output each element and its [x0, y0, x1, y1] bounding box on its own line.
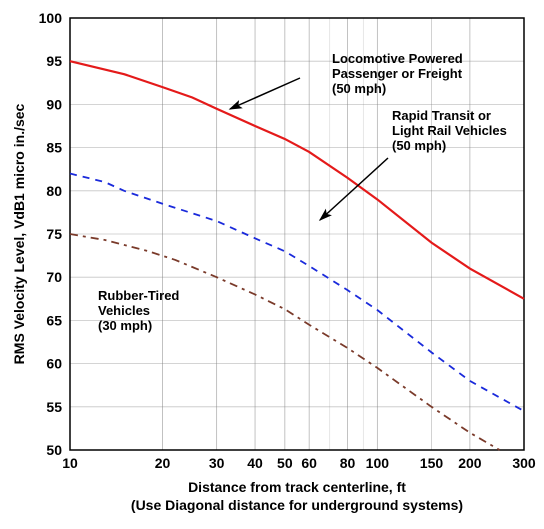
x-tick-label: 20	[155, 455, 171, 471]
y-tick-label: 55	[46, 399, 62, 415]
x-axis-sublabel: (Use Diagonal distance for underground s…	[131, 497, 463, 513]
x-axis-label: Distance from track centerline, ft	[188, 479, 406, 495]
series-label-rubber: Vehicles	[98, 303, 150, 318]
y-tick-label: 80	[46, 183, 62, 199]
series-label-rapid: Light Rail Vehicles	[392, 123, 507, 138]
y-tick-label: 75	[46, 226, 62, 242]
x-tick-label: 150	[420, 455, 444, 471]
x-tick-label: 200	[458, 455, 482, 471]
x-tick-label: 30	[209, 455, 225, 471]
x-tick-label: 80	[340, 455, 356, 471]
x-tick-label: 60	[301, 455, 317, 471]
series-label-locomotive: Locomotive Powered	[332, 51, 463, 66]
series-label-rubber: Rubber-Tired	[98, 288, 179, 303]
series-label-rubber: (30 mph)	[98, 318, 152, 333]
y-tick-label: 70	[46, 269, 62, 285]
y-tick-label: 95	[46, 53, 62, 69]
y-tick-label: 65	[46, 312, 62, 328]
y-axis-label: RMS Velocity Level, VdB1 micro in./sec	[11, 103, 27, 364]
series-label-locomotive: Passenger or Freight	[332, 66, 463, 81]
x-tick-label: 300	[512, 455, 536, 471]
y-tick-label: 85	[46, 140, 62, 156]
x-tick-label: 100	[366, 455, 390, 471]
x-tick-label: 50	[277, 455, 293, 471]
grid	[70, 18, 524, 450]
y-tick-label: 100	[39, 10, 63, 26]
y-tick-label: 90	[46, 96, 62, 112]
series-label-rapid: Rapid Transit or	[392, 108, 491, 123]
series-label-rapid: (50 mph)	[392, 138, 446, 153]
x-tick-label: 10	[62, 455, 78, 471]
vibration-chart: 50 55 60 65 70 75 80 85 90 95 100 10 20 30 40 50 60 80 100…	[0, 0, 544, 529]
y-tick-label: 50	[46, 442, 62, 458]
y-tick-label: 60	[46, 356, 62, 372]
series-label-locomotive: (50 mph)	[332, 81, 386, 96]
x-tick-label: 40	[247, 455, 263, 471]
